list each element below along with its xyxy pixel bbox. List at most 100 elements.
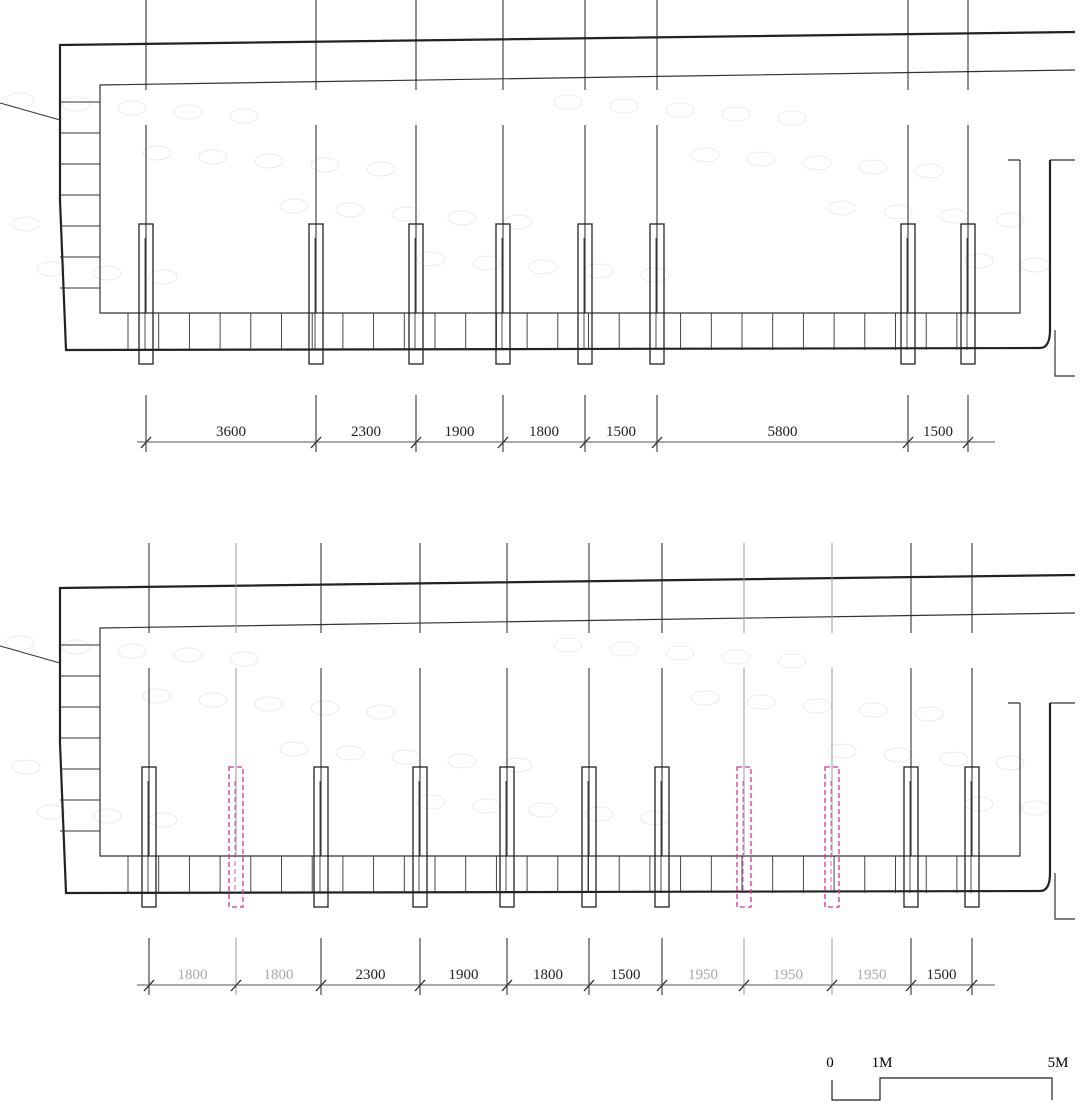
stone-texture [310, 157, 340, 173]
stone-texture [142, 688, 172, 704]
column [649, 223, 665, 365]
stone-texture [366, 161, 396, 177]
side-building [1008, 702, 1075, 920]
dimension-label: 1950 [857, 967, 887, 983]
stone-texture [584, 806, 614, 822]
new-column [824, 766, 840, 908]
stone-texture [36, 261, 66, 277]
dimension-label: 3600 [216, 424, 246, 440]
stone-texture [447, 210, 477, 226]
stone-texture [528, 802, 558, 818]
stone-texture [61, 639, 91, 655]
stone-texture [5, 92, 35, 108]
stone-texture [472, 255, 502, 271]
outer-wall [58, 30, 1076, 352]
side-building [1008, 159, 1075, 377]
stone-texture [5, 635, 35, 651]
column [499, 766, 515, 908]
stone-texture [416, 251, 446, 267]
column [412, 766, 428, 908]
plan: 3600 2300 1900 1800 1500 5800 1500 [0, 0, 1076, 452]
dimension-label: 1800 [533, 967, 563, 983]
dimension-label: 1500 [611, 967, 641, 983]
stone-texture [609, 641, 639, 657]
stone-texture [746, 694, 776, 710]
stone-texture [640, 267, 670, 283]
stone-texture [553, 94, 583, 110]
stone-texture [827, 743, 857, 759]
stone-texture [721, 106, 751, 122]
stone-texture [858, 159, 888, 175]
dimension-label: 1500 [927, 967, 957, 983]
column [960, 223, 976, 365]
stone-texture [883, 747, 913, 763]
old-wall [0, 102, 61, 121]
column [964, 766, 980, 908]
column [900, 223, 916, 365]
stone-texture [198, 692, 228, 708]
new-column [736, 766, 752, 908]
column [903, 766, 919, 908]
stone-texture [416, 794, 446, 810]
stone-texture [584, 263, 614, 279]
stone-texture [1020, 257, 1050, 273]
stone-texture [173, 104, 203, 120]
dimension-label: 1500 [606, 424, 636, 440]
dimension-label: 5800 [768, 424, 798, 440]
stone-texture [254, 153, 284, 169]
stone-texture [665, 645, 695, 661]
stone-texture [310, 700, 340, 716]
inner-wall [99, 612, 1076, 857]
stone-texture [777, 110, 807, 126]
stone-texture [229, 651, 259, 667]
stone-texture [914, 163, 944, 179]
old-wall [0, 645, 61, 664]
stone-texture [117, 643, 147, 659]
stone-texture [472, 798, 502, 814]
stone-texture [939, 751, 969, 767]
dimension-label: 1900 [449, 967, 479, 983]
stone-texture [11, 216, 41, 232]
stone-texture [92, 808, 122, 824]
scale-label: 5M [1048, 1055, 1069, 1071]
stone-texture [964, 253, 994, 269]
stone-texture [827, 200, 857, 216]
stone-texture [366, 704, 396, 720]
scale-bar: 0 1M 5M [826, 1055, 1069, 1101]
stone-texture [665, 102, 695, 118]
column [577, 223, 593, 365]
dimension-label: 1900 [445, 424, 475, 440]
dimension-label: 1800 [529, 424, 559, 440]
dimension-label: 2300 [351, 424, 381, 440]
stone-texture [173, 647, 203, 663]
stone-texture [528, 259, 558, 275]
column [581, 766, 597, 908]
stone-texture [802, 698, 832, 714]
stone-texture [995, 755, 1025, 771]
stone-texture [883, 204, 913, 220]
stone-texture [802, 155, 832, 171]
plan: 1800 1800 2300 1900 1800 1500 1950 1950 1950 1500 [0, 543, 1076, 995]
stone-texture [11, 759, 41, 775]
stone-texture [609, 98, 639, 114]
stone-texture [939, 208, 969, 224]
dimension-label: 1800 [178, 967, 208, 983]
stone-texture [279, 741, 309, 757]
inner-wall [99, 69, 1076, 314]
dimension-label: 1950 [688, 967, 718, 983]
stone-texture [391, 206, 421, 222]
stone-texture [995, 212, 1025, 228]
dimension-label: 1800 [264, 967, 294, 983]
stone-texture [553, 637, 583, 653]
stone-texture [721, 649, 751, 665]
outer-wall [58, 573, 1076, 895]
stone-texture [746, 151, 776, 167]
stone-texture [229, 108, 259, 124]
stone-texture [391, 749, 421, 765]
stone-texture [117, 100, 147, 116]
stone-texture [36, 804, 66, 820]
stone-texture [335, 202, 365, 218]
column [313, 766, 329, 908]
stone-texture [858, 702, 888, 718]
